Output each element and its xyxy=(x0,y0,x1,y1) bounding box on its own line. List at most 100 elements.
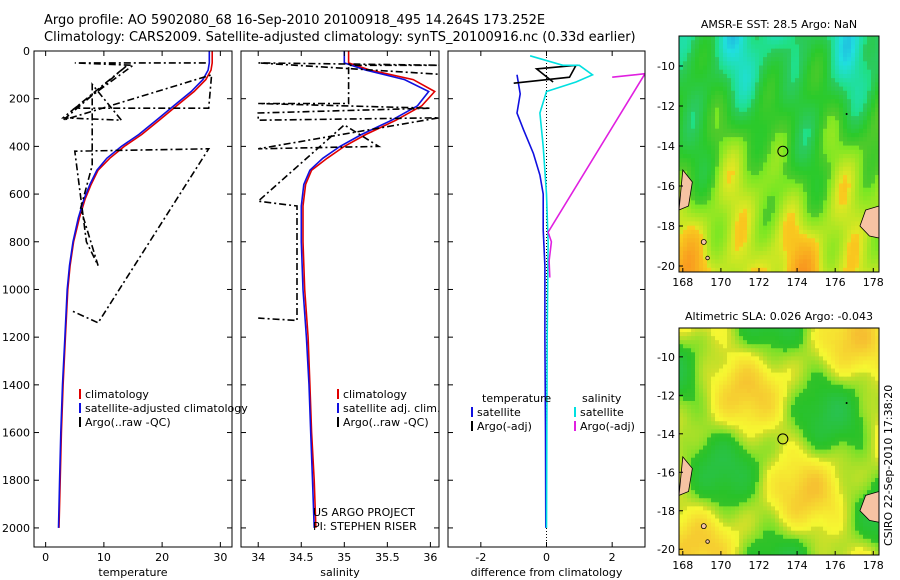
sla_map-cell xyxy=(755,482,760,487)
sst_map-cell xyxy=(763,69,768,75)
sst_map-cell xyxy=(755,124,760,130)
sla_map-cell xyxy=(767,453,772,459)
sla_map-cell xyxy=(743,429,748,434)
sla_map-cell xyxy=(779,352,784,357)
sla_map-cell xyxy=(795,469,800,475)
sst_map-cell xyxy=(779,166,784,172)
sla_map-cell xyxy=(823,441,828,446)
sst_map-cell xyxy=(731,187,736,193)
sla_map-cell xyxy=(859,400,864,406)
sst_map-cell xyxy=(787,263,792,269)
sst_map-cell xyxy=(755,179,760,184)
sst_map-cell xyxy=(775,263,780,269)
sla_map-cell xyxy=(699,473,704,479)
sla_map-cell xyxy=(767,340,772,345)
sst_map-cell xyxy=(779,36,784,41)
sst_map-cell xyxy=(727,99,732,104)
sla_map-cell xyxy=(827,465,832,471)
sst_map-cell xyxy=(751,187,756,193)
sst_map-cell xyxy=(683,238,688,243)
sla_map-cell xyxy=(791,336,796,341)
sla_map-cell xyxy=(691,344,696,349)
sst_map-cell xyxy=(791,116,796,121)
sst_map-cell xyxy=(731,217,736,222)
sst_map-cell xyxy=(743,128,748,134)
sla_map-cell xyxy=(751,332,756,337)
sst_map-cell xyxy=(775,99,780,104)
sst_map-cell xyxy=(827,200,832,205)
sst_map-xtick-label: 168 xyxy=(672,276,693,289)
sst_map-cell xyxy=(843,217,848,222)
sst_map-cell xyxy=(791,69,796,75)
sst_map-cell xyxy=(691,90,696,96)
sst_map-cell xyxy=(855,170,860,176)
sla_map-cell xyxy=(867,441,872,446)
sla_map-cell xyxy=(703,388,708,394)
sst_map-cell xyxy=(731,179,736,184)
sla_map-cell xyxy=(691,413,696,418)
sst_map-cell xyxy=(871,187,876,193)
sst_map-cell xyxy=(787,95,792,100)
sla_map-cell xyxy=(843,384,848,390)
sst_map-cell xyxy=(711,217,716,222)
sst_map-cell xyxy=(823,111,828,117)
sla_map-cell xyxy=(807,376,812,382)
sst_map-cell xyxy=(767,255,772,260)
sst_map-cell xyxy=(763,57,768,62)
sst_map-cell xyxy=(711,124,716,130)
sst_map-cell xyxy=(799,116,804,121)
sst_map-cell xyxy=(783,162,788,168)
sst_map-cell xyxy=(847,208,852,214)
sla_map-cell xyxy=(807,328,812,333)
sla_map-cell xyxy=(799,441,804,446)
sst_map-cell xyxy=(807,86,812,92)
sst_map-cell xyxy=(763,225,768,231)
sla_map-cell xyxy=(875,457,880,463)
sla_map-cell xyxy=(871,425,876,430)
temperature-ytick-label: 400 xyxy=(9,140,30,153)
sla_map-cell xyxy=(779,465,784,471)
sst_map-cell xyxy=(831,132,836,138)
salinity-xtick-label: 35 xyxy=(337,551,351,564)
sst_map-cell xyxy=(679,132,684,138)
sst_map-cell xyxy=(787,196,792,201)
sla_map-cell xyxy=(803,384,808,390)
sst_map-cell xyxy=(875,158,880,163)
sst_map-cell xyxy=(799,86,804,92)
sla_map-cell xyxy=(691,473,696,479)
sla_map-cell xyxy=(815,482,820,487)
sla_map-cell xyxy=(695,469,700,475)
sst_map-cell xyxy=(783,48,788,54)
sla_map-cell xyxy=(735,441,740,446)
sst_map-cell xyxy=(855,141,860,146)
sla_map-cell xyxy=(823,364,828,369)
sst_map-cell xyxy=(703,213,708,218)
sst_map-cell xyxy=(767,229,772,235)
sst_map-cell xyxy=(847,44,852,50)
sst_map-cell xyxy=(863,238,868,243)
sst_map-cell xyxy=(683,61,688,66)
sla_map-cell xyxy=(731,477,736,483)
sst_map-cell xyxy=(731,213,736,218)
sst_map-cell xyxy=(711,82,716,87)
sst_map-cell xyxy=(787,99,792,104)
sst_map-cell xyxy=(843,40,848,45)
sla_map-cell xyxy=(775,465,780,471)
sla_map-cell xyxy=(687,372,692,378)
sla_map-cell xyxy=(751,437,756,442)
sla_map-cell xyxy=(787,429,792,434)
sla_map-cell xyxy=(755,425,760,430)
sla_map-cell xyxy=(819,396,824,402)
sla_map-cell xyxy=(703,473,708,479)
sla_map-cell xyxy=(735,352,740,357)
sst_map-cell xyxy=(779,234,784,239)
sla_map-cell xyxy=(763,348,768,353)
sla_map-cell xyxy=(691,336,696,341)
sla_map-cell xyxy=(871,461,876,467)
sst_map-cell xyxy=(859,99,864,104)
sst_map-cell xyxy=(727,141,732,146)
sla_map-cell xyxy=(823,453,828,459)
sla_map-cell xyxy=(867,328,872,333)
sst_map-cell xyxy=(691,208,696,214)
sst_map-cell xyxy=(763,73,768,79)
